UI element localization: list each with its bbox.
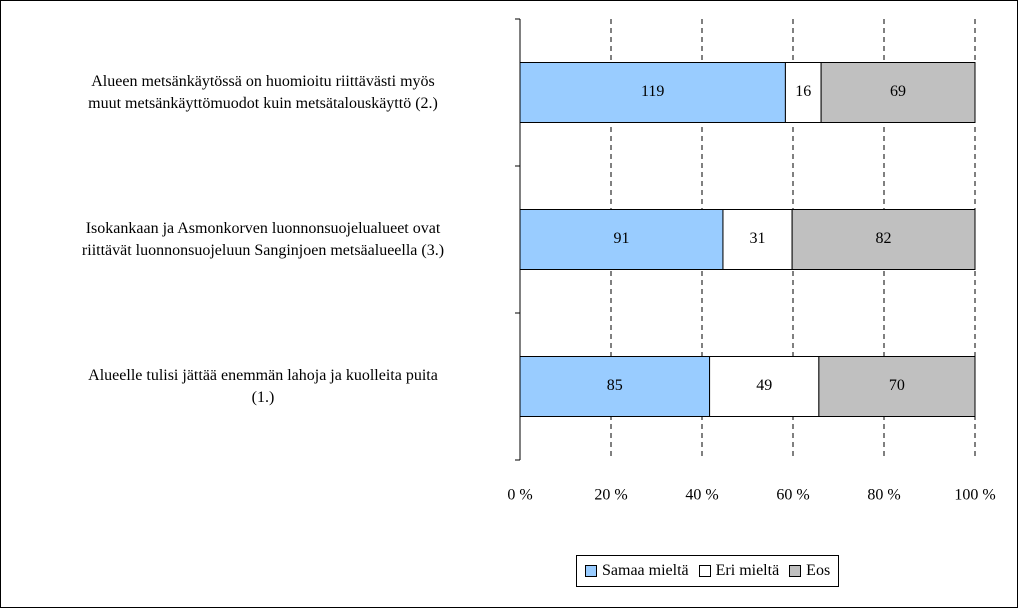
bar-segment	[519, 209, 724, 270]
y-tick-label: Isokankaan ja Asmonkorven luonnonsuojelu…	[81, 219, 445, 259]
legend-swatch	[789, 565, 802, 577]
bar-segment	[519, 62, 786, 123]
data-label: 119	[641, 83, 664, 100]
bar-segment	[519, 356, 711, 417]
bar-segment	[784, 62, 822, 123]
data-label: 31	[750, 230, 766, 247]
y-tick-label: Alueelle tulisi jättää enemmän lahoja ja…	[88, 366, 438, 406]
legend-item: Samaa mieltä	[585, 562, 689, 580]
legend-swatch	[698, 565, 711, 577]
x-tick-label: 0 %	[507, 487, 532, 504]
data-label: 91	[613, 230, 629, 247]
data-label: 16	[795, 83, 811, 100]
legend-item: Eos	[789, 562, 830, 580]
bar-segment	[709, 356, 820, 417]
x-tick-label: 60 %	[776, 487, 809, 504]
data-label: 85	[607, 377, 623, 394]
legend-swatch	[585, 565, 597, 577]
bar-segment	[791, 209, 976, 270]
x-tick-label: 20 %	[594, 487, 627, 504]
x-tick-label: 80 %	[867, 487, 900, 504]
bar-segment	[820, 62, 976, 123]
legend-item: Eri mieltä	[698, 562, 780, 580]
bar-segment	[722, 209, 793, 270]
data-label: 70	[889, 377, 905, 394]
data-label: 69	[890, 83, 906, 100]
legend-label: Samaa mieltä	[602, 562, 689, 579]
legend-label: Eos	[806, 562, 831, 579]
data-label: 82	[876, 230, 892, 247]
legend: Samaa mieltä Eri mieltä Eos	[576, 555, 840, 587]
bar-segment	[818, 356, 976, 417]
data-label: 49	[756, 377, 772, 394]
x-tick-label: 40 %	[685, 487, 718, 504]
y-tick-label: Alueen metsänkäytössä on huomioitu riitt…	[88, 72, 438, 112]
x-tick-label: 100 %	[954, 487, 995, 504]
legend-label: Eri mieltä	[715, 562, 780, 579]
